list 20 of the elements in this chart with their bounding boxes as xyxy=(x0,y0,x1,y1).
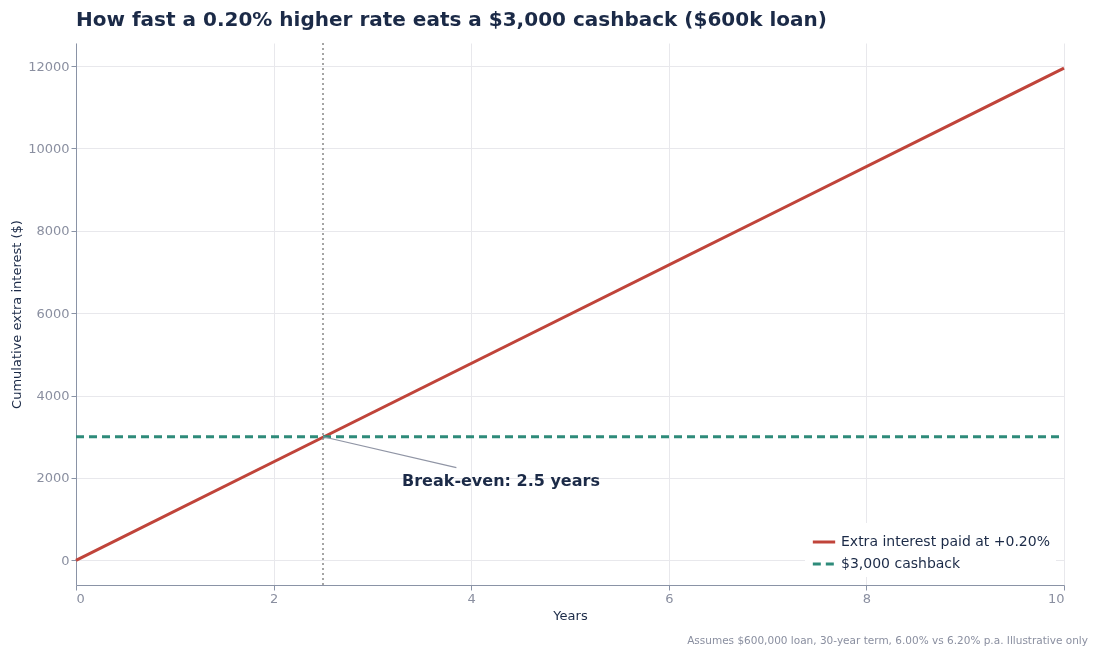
y-tick-label: 12000 xyxy=(28,58,70,74)
x-tick-label: 6 xyxy=(665,590,674,606)
x-tick-label: 0 xyxy=(76,590,85,606)
x-tick-label: 2 xyxy=(269,590,279,606)
y-tick-label: 6000 xyxy=(36,305,70,321)
text: Assumes $600,000 loan, 30-year term, 6.00% vs 6.20% p.a. Illustrative only xyxy=(687,634,1088,646)
chart-title: How fast a 0.20% higher rate eats a $3,000 cashback ($600k loan) xyxy=(76,7,827,32)
x-tick-label: 4 xyxy=(467,590,476,606)
y-axis-title: Cumulative extra interest ($) xyxy=(9,220,25,409)
y-tick-label: 8000 xyxy=(36,223,70,239)
legend-label: $3,000 cashback xyxy=(841,555,962,571)
y-tick-label: 2000 xyxy=(36,470,70,486)
x-tick-label: 8 xyxy=(862,590,872,606)
x-axis-title: Years xyxy=(552,607,588,623)
x-tick-label: 10 xyxy=(1047,590,1065,606)
y-tick-label: 0 xyxy=(61,552,70,568)
annotation: Break-even: 2.5 years xyxy=(402,470,600,490)
y-tick-label: 10000 xyxy=(28,140,70,156)
y-tick-label: 4000 xyxy=(36,388,70,404)
legend-label: Extra interest paid at +0.20% xyxy=(841,533,1050,549)
